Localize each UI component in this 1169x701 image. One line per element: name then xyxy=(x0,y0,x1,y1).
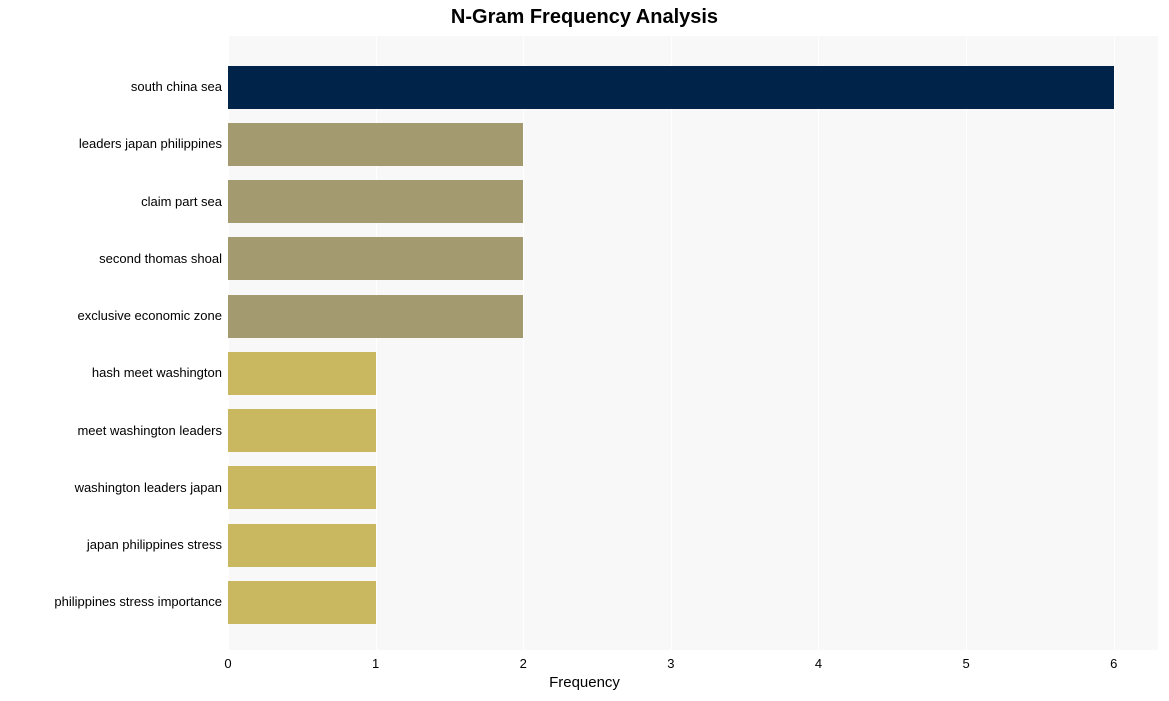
bar xyxy=(228,66,1114,109)
y-tick-label: hash meet washington xyxy=(92,365,222,380)
x-tick-label: 3 xyxy=(667,656,674,671)
bar xyxy=(228,409,376,452)
y-tick-label: leaders japan philippines xyxy=(79,136,222,151)
chart-container: N-Gram Frequency Analysis Frequency 0 1 2 3… xyxy=(0,0,1169,701)
x-tick-label: 1 xyxy=(372,656,379,671)
bar xyxy=(228,352,376,395)
y-tick-label: washington leaders japan xyxy=(75,480,222,495)
y-tick-label: meet washington leaders xyxy=(77,423,222,438)
x-tick-label: 2 xyxy=(520,656,527,671)
x-tick-label: 4 xyxy=(815,656,822,671)
bar xyxy=(228,295,523,338)
bar xyxy=(228,581,376,624)
x-tick-label: 6 xyxy=(1110,656,1117,671)
grid-line xyxy=(671,36,672,650)
x-tick-label: 5 xyxy=(962,656,969,671)
bar xyxy=(228,123,523,166)
grid-line xyxy=(966,36,967,650)
x-tick-label: 0 xyxy=(224,656,231,671)
bar xyxy=(228,524,376,567)
chart-title: N-Gram Frequency Analysis xyxy=(0,6,1169,29)
grid-line xyxy=(818,36,819,650)
grid-line xyxy=(1114,36,1115,650)
bar xyxy=(228,180,523,223)
x-axis-label: Frequency xyxy=(0,674,1169,691)
y-tick-label: claim part sea xyxy=(141,194,222,209)
grid-line xyxy=(523,36,524,650)
y-tick-label: second thomas shoal xyxy=(99,251,222,266)
bar xyxy=(228,466,376,509)
y-tick-label: philippines stress importance xyxy=(54,594,222,609)
y-tick-label: japan philippines stress xyxy=(87,537,222,552)
bar xyxy=(228,237,523,280)
y-tick-label: south china sea xyxy=(131,79,222,94)
y-tick-label: exclusive economic zone xyxy=(77,308,222,323)
